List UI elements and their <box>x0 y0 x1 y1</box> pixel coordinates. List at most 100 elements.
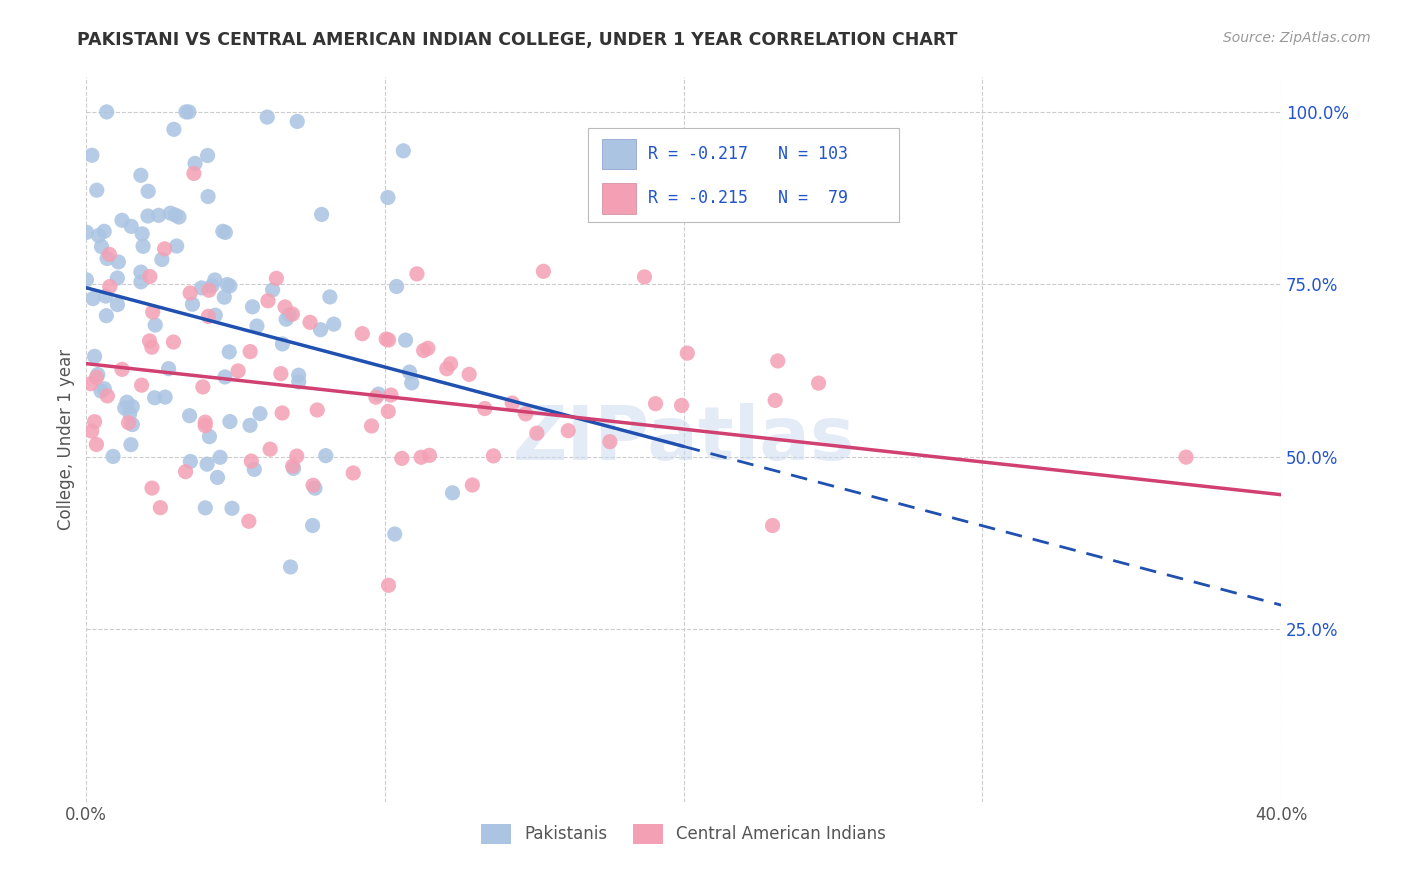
Point <box>526 426 548 441</box>
Point <box>204 273 226 287</box>
Point <box>139 269 162 284</box>
Point <box>162 334 184 349</box>
Point <box>226 364 249 378</box>
Point <box>87 368 110 382</box>
Point <box>270 367 292 381</box>
Point <box>141 481 163 495</box>
Point <box>441 485 464 500</box>
Point <box>458 368 481 382</box>
Point <box>367 387 389 401</box>
Point <box>209 450 232 465</box>
Point <box>121 400 143 414</box>
Point <box>75 273 97 287</box>
Point <box>377 578 399 592</box>
Point <box>115 395 138 409</box>
Point <box>150 252 173 267</box>
Point <box>246 319 269 334</box>
Point <box>418 449 440 463</box>
Point <box>129 275 152 289</box>
Point <box>90 240 112 254</box>
Point <box>76 225 98 239</box>
Point <box>352 326 374 341</box>
Point <box>380 388 402 402</box>
Point <box>416 341 439 355</box>
Point <box>190 281 212 295</box>
Point <box>412 343 434 358</box>
Point <box>98 247 121 261</box>
Point <box>96 389 118 403</box>
Point <box>197 310 219 324</box>
Point <box>766 354 789 368</box>
Point <box>163 122 186 136</box>
Point <box>406 267 429 281</box>
Point <box>82 292 104 306</box>
Point <box>285 449 308 463</box>
Point <box>96 104 118 119</box>
Point <box>1175 450 1198 464</box>
Point <box>557 424 579 438</box>
Point <box>96 309 118 323</box>
Point <box>96 252 118 266</box>
Point <box>86 183 108 197</box>
Point <box>201 278 224 293</box>
Point <box>195 457 218 471</box>
Point <box>501 396 523 410</box>
Point <box>98 279 121 293</box>
Point <box>259 442 281 457</box>
Point <box>239 418 262 433</box>
Point <box>194 418 217 433</box>
Point <box>599 434 621 449</box>
Bar <box>602 139 636 169</box>
Point <box>153 390 176 404</box>
Point <box>342 466 364 480</box>
Point <box>364 390 387 404</box>
Point <box>301 518 323 533</box>
Point <box>243 462 266 476</box>
Point <box>309 323 332 337</box>
Point <box>129 265 152 279</box>
Point <box>214 290 236 304</box>
Text: PAKISTANI VS CENTRAL AMERICAN INDIAN COLLEGE, UNDER 1 YEAR CORRELATION CHART: PAKISTANI VS CENTRAL AMERICAN INDIAN COL… <box>77 31 957 49</box>
Point <box>129 169 152 183</box>
Point <box>118 407 141 421</box>
Point <box>214 226 236 240</box>
Point <box>207 470 229 484</box>
FancyBboxPatch shape <box>588 128 898 222</box>
Point <box>671 398 693 412</box>
Point <box>166 239 188 253</box>
Point <box>121 417 143 432</box>
Point <box>179 409 201 423</box>
Point <box>101 450 124 464</box>
Point <box>80 148 103 162</box>
Point <box>285 114 308 128</box>
Text: Source: ZipAtlas.com: Source: ZipAtlas.com <box>1223 31 1371 45</box>
Point <box>142 305 165 319</box>
Point <box>120 437 142 451</box>
Point <box>159 206 181 220</box>
Point <box>177 104 200 119</box>
Point <box>439 357 461 371</box>
Point <box>197 148 219 162</box>
Point <box>165 208 187 222</box>
Point <box>271 337 294 351</box>
Point <box>219 415 242 429</box>
Point <box>276 312 298 326</box>
Point <box>515 407 537 421</box>
Point <box>157 361 180 376</box>
Point <box>302 478 325 492</box>
Point <box>299 315 322 329</box>
Point <box>238 514 260 528</box>
Point <box>240 454 263 468</box>
Point <box>239 344 262 359</box>
Point <box>149 500 172 515</box>
Point <box>83 350 105 364</box>
Point <box>391 451 413 466</box>
Point <box>436 361 458 376</box>
Point <box>80 376 103 391</box>
Text: R = -0.217   N = 103: R = -0.217 N = 103 <box>648 145 848 163</box>
Point <box>287 375 309 389</box>
Point <box>94 289 117 303</box>
Point <box>194 500 217 515</box>
Point <box>411 450 433 465</box>
Point <box>204 308 226 322</box>
